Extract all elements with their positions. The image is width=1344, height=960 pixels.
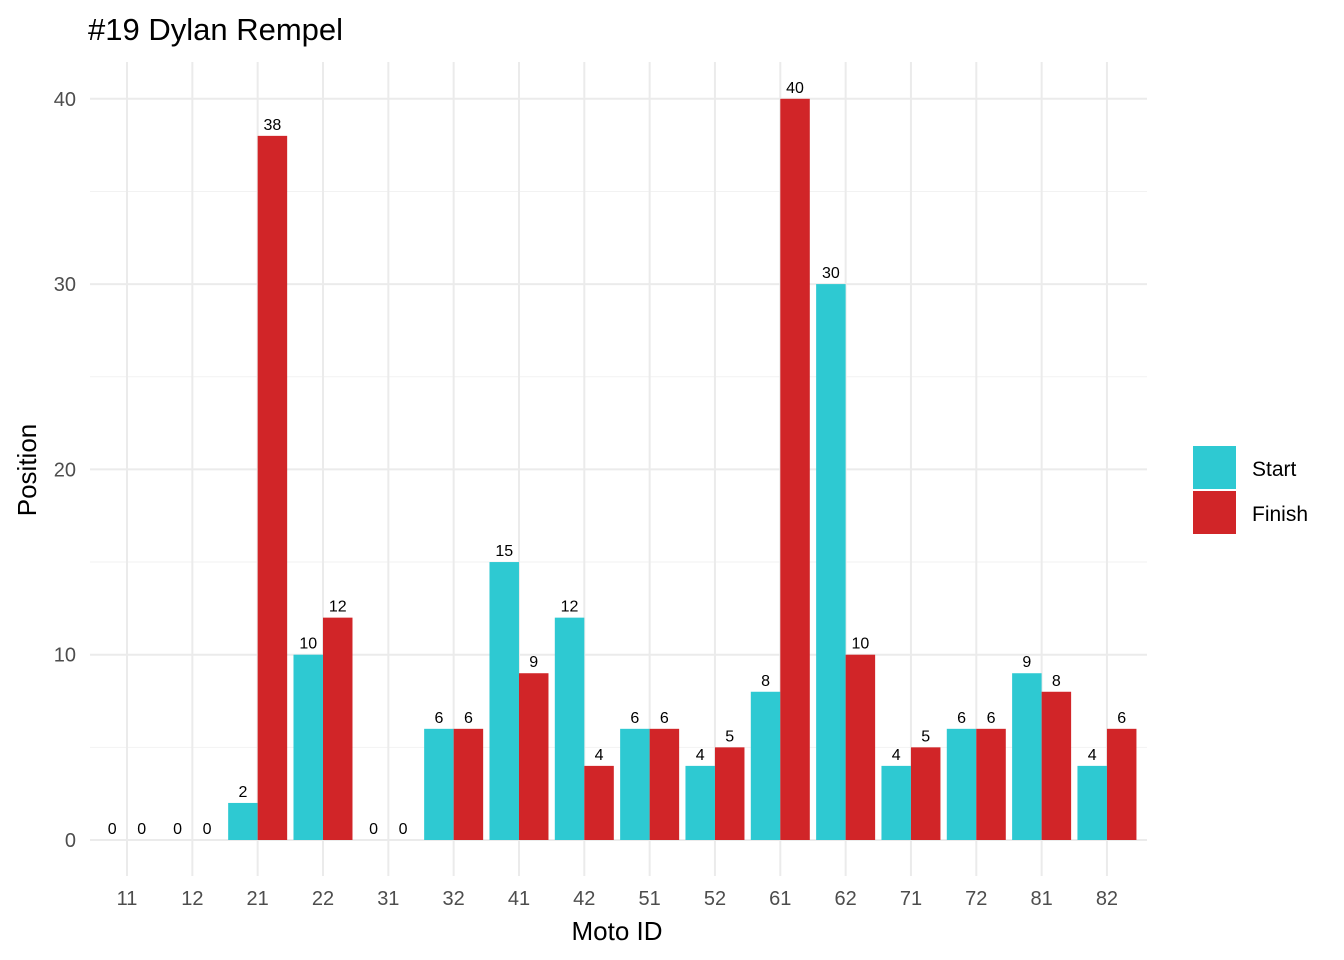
x-tick-label: 82 (1096, 888, 1118, 910)
data-label-finish: 6 (464, 710, 473, 727)
bar-finish (1041, 691, 1072, 840)
data-label-start: 10 (299, 636, 317, 653)
data-label-start: 4 (696, 747, 705, 764)
x-tick-label: 22 (312, 888, 334, 910)
bar-finish (845, 654, 876, 840)
data-label-start: 6 (630, 710, 639, 727)
x-tick-labels: 11 12 21 22 31 32 41 42 51 52 61 62 71 72 81 82 (117, 888, 1118, 910)
legend-label-start: Start (1252, 458, 1297, 481)
bar-finish (1106, 728, 1137, 840)
y-tick-label: 30 (54, 274, 76, 296)
bar-start (1012, 673, 1042, 840)
y-tick-label: 0 (65, 830, 76, 852)
bars (228, 98, 1137, 841)
bar-start (228, 802, 258, 840)
bar-start (685, 765, 715, 840)
data-label-finish: 5 (921, 728, 930, 745)
y-axis-title: Position (12, 424, 42, 517)
data-label-start: 9 (1022, 654, 1031, 671)
bar-finish (322, 617, 353, 840)
legend: Start Finish (1193, 446, 1308, 534)
data-label-start: 2 (238, 784, 247, 801)
data-label-start: 0 (173, 821, 182, 838)
bar-start (881, 765, 911, 840)
y-tick-labels: 0 10 20 30 40 (54, 89, 76, 852)
bar-start (489, 562, 519, 840)
bar-start (816, 284, 846, 841)
data-label-finish: 8 (1052, 673, 1061, 690)
y-tick-label: 10 (54, 645, 76, 667)
data-label-start: 0 (108, 821, 117, 838)
chart-title: #19 Dylan Rempel (88, 12, 343, 47)
bar-finish (518, 673, 549, 840)
data-label-start: 6 (957, 710, 966, 727)
x-tick-label: 52 (704, 888, 726, 910)
data-label-start: 8 (761, 673, 770, 690)
bar-finish (780, 98, 810, 841)
data-label-start: 0 (369, 821, 378, 838)
bar-finish (257, 135, 288, 841)
bar-finish (714, 747, 745, 840)
bar-finish (976, 728, 1006, 840)
bar-start (554, 617, 585, 840)
data-label-start: 4 (892, 747, 901, 764)
data-label-finish: 0 (137, 821, 146, 838)
legend-label-finish: Finish (1252, 503, 1308, 526)
x-tick-label: 12 (181, 888, 203, 910)
bar-finish (584, 765, 614, 840)
data-label-finish: 6 (987, 710, 996, 727)
x-tick-label: 51 (639, 888, 661, 910)
data-label-finish: 5 (725, 728, 734, 745)
data-label-start: 12 (561, 599, 579, 616)
bar-start (293, 654, 323, 840)
x-tick-label: 62 (835, 888, 857, 910)
bar-finish (453, 728, 484, 840)
data-label-start: 30 (822, 265, 840, 282)
data-label-start: 4 (1088, 747, 1097, 764)
x-axis-title: Moto ID (571, 916, 662, 946)
data-label-finish: 0 (399, 821, 408, 838)
data-label-finish: 6 (1117, 710, 1126, 727)
data-label-finish: 38 (264, 117, 282, 134)
data-label-finish: 12 (329, 599, 347, 616)
x-tick-label: 72 (965, 888, 987, 910)
legend-swatch-start (1193, 446, 1236, 489)
x-tick-label: 41 (508, 888, 530, 910)
x-tick-label: 61 (769, 888, 791, 910)
data-label-finish: 10 (851, 636, 869, 653)
x-tick-label: 81 (1030, 888, 1052, 910)
data-label-finish: 9 (529, 654, 538, 671)
x-tick-label: 21 (247, 888, 269, 910)
bar-finish (910, 747, 941, 840)
legend-swatch-finish (1193, 491, 1236, 534)
data-label-start: 15 (495, 543, 513, 560)
x-tick-label: 11 (117, 888, 138, 910)
x-tick-label: 31 (377, 888, 399, 910)
bar-start (750, 691, 781, 840)
x-tick-label: 42 (573, 888, 595, 910)
bar-start (424, 728, 454, 840)
x-tick-label: 71 (900, 888, 922, 910)
bar-start (1077, 765, 1107, 840)
x-tick-label: 32 (443, 888, 465, 910)
data-label-finish: 0 (203, 821, 212, 838)
bar-start (946, 728, 977, 840)
y-tick-label: 40 (54, 89, 76, 111)
data-label-finish: 40 (786, 80, 804, 97)
bar-start (620, 728, 650, 840)
bar-finish (649, 728, 680, 840)
data-label-finish: 4 (595, 747, 604, 764)
data-label-finish: 6 (660, 710, 669, 727)
y-tick-label: 20 (54, 459, 76, 481)
data-label-start: 6 (434, 710, 443, 727)
